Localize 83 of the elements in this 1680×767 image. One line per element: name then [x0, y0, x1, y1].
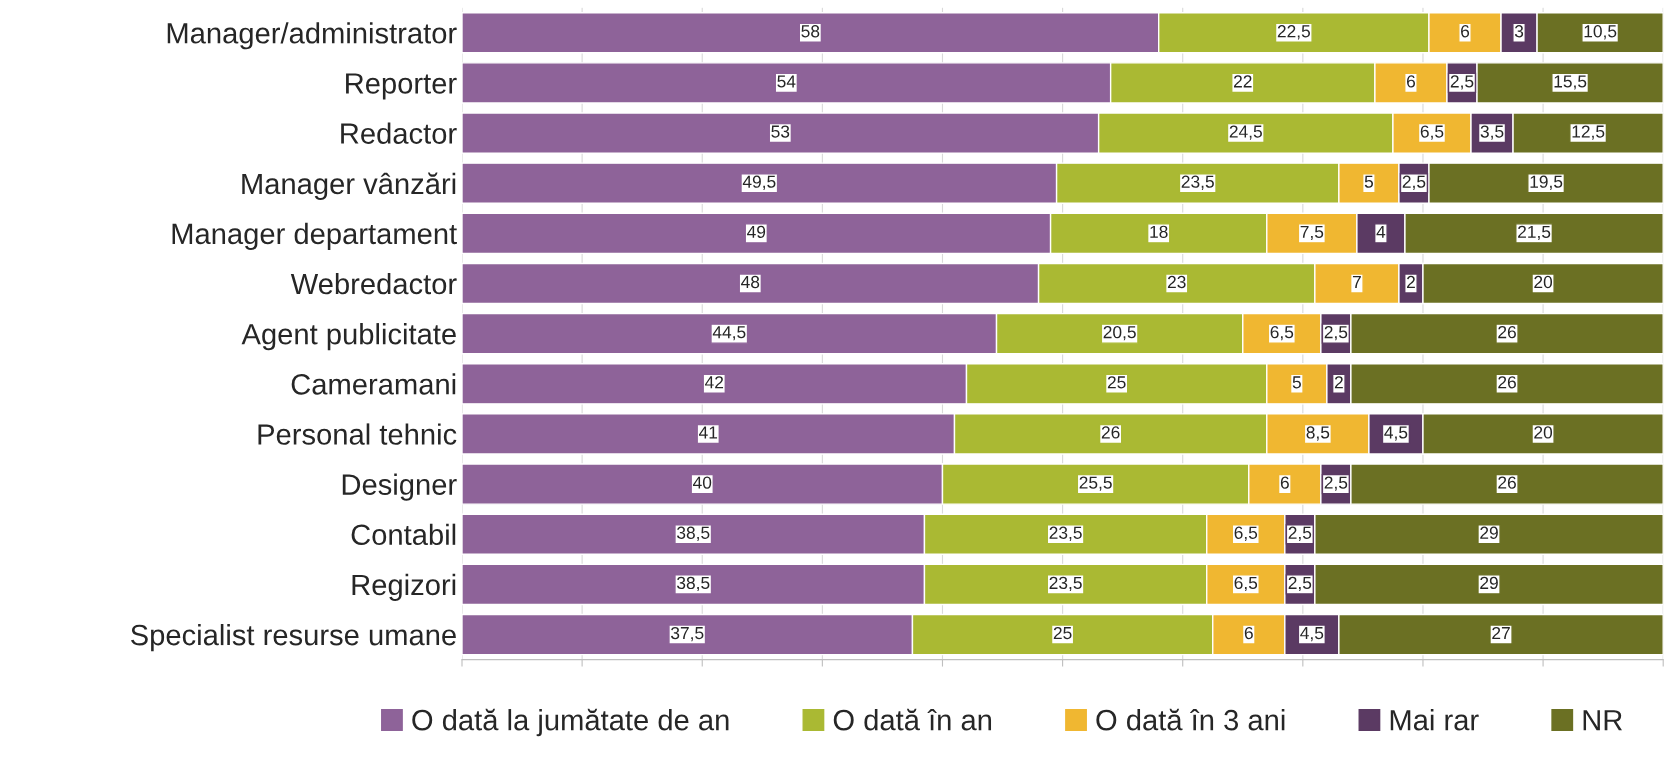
y-tick-label: Designer	[342, 473, 457, 501]
data-label: 6,5	[1420, 125, 1444, 140]
y-tick-label: Manager vânzări	[242, 172, 456, 200]
y-tick-label: Manager departament	[172, 222, 457, 250]
series-label: O dată la jumătate de an	[412, 708, 729, 737]
data-label: 4,5	[1300, 627, 1324, 642]
y-tick-label: Specialist resurse umane	[131, 623, 456, 652]
data-label: 2,5	[1324, 326, 1348, 341]
data-label: 48	[741, 275, 760, 289]
data-label: 23,5	[1181, 175, 1214, 190]
data-label: 18	[1150, 225, 1168, 239]
data-label: 12,5	[1572, 125, 1605, 140]
legend-label: O dată în an	[833, 708, 992, 731]
y-tick-label: Redactor	[341, 122, 457, 144]
data-label: 26	[1498, 476, 1516, 489]
data-label: 2,5	[1324, 476, 1348, 491]
data-label: 25,5	[1079, 476, 1112, 491]
data-label: 22	[1234, 75, 1252, 88]
data-label: 25	[1053, 626, 1072, 640]
data-label: 5	[1364, 175, 1374, 188]
data-label: 6	[1244, 626, 1253, 640]
data-label: 2,5	[1288, 576, 1312, 592]
data-label: 2,5	[1450, 75, 1474, 90]
data-label: 49	[747, 225, 766, 239]
data-label: 7,5	[1300, 225, 1324, 241]
data-label: 23,5	[1049, 526, 1082, 541]
data-label: 29	[1480, 526, 1498, 539]
data-label: 26	[1498, 326, 1516, 339]
y-tick-label: Cameramani	[291, 373, 456, 395]
y-tick-label: Webredactor	[290, 272, 457, 295]
data-label: 6	[1461, 25, 1470, 38]
data-label: 53	[771, 125, 790, 138]
data-label: 2	[1334, 376, 1343, 389]
data-label: 22,5	[1277, 25, 1310, 40]
data-label: 2,5	[1288, 526, 1312, 541]
data-label: 2,5	[1402, 175, 1426, 190]
data-label: 6	[1280, 476, 1289, 489]
data-label: 8,5	[1306, 426, 1330, 441]
data-label: 20,5	[1103, 326, 1136, 341]
data-label: 37,5	[670, 626, 704, 642]
y-tick-label: Contabil	[351, 523, 456, 546]
data-label: 15,5	[1554, 75, 1587, 90]
y-tick-label: Reporter	[346, 73, 457, 100]
data-label: 49,5	[742, 175, 776, 190]
data-label: 4	[1376, 225, 1386, 238]
legend-label: O dată în 3 ani	[1096, 708, 1285, 731]
data-label: 29	[1480, 576, 1498, 590]
data-label: 41	[698, 426, 718, 439]
data-label: 4,5	[1384, 426, 1408, 441]
data-label: 44,5	[712, 326, 746, 341]
data-label: 25	[1107, 376, 1126, 389]
data-label: 6	[1407, 75, 1416, 88]
data-label: 20	[1534, 275, 1553, 289]
data-label: 38,5	[677, 526, 710, 541]
data-label: 6,5	[1234, 526, 1258, 541]
data-label: 3	[1514, 25, 1524, 38]
data-label: 26	[1101, 426, 1120, 439]
data-label: 26	[1498, 376, 1516, 389]
data-label: 5	[1292, 376, 1301, 389]
data-label: 27	[1492, 626, 1510, 640]
y-tick-label: Personal tehnic	[258, 423, 457, 445]
data-label: 24,5	[1229, 125, 1262, 140]
data-label: 38,5	[677, 576, 710, 592]
data-label: 21,5	[1518, 225, 1551, 241]
data-label: 2	[1406, 275, 1415, 288]
data-label: 40	[692, 476, 712, 489]
data-label: 58	[801, 25, 820, 38]
data-label: 20	[1534, 426, 1553, 439]
data-label: 42	[705, 376, 724, 389]
legend-label: Mai rar	[1390, 709, 1479, 731]
data-label: 6,5	[1234, 576, 1258, 592]
y-tick-label: Agent publicitate	[241, 323, 456, 351]
data-label: 7	[1352, 276, 1361, 288]
data-label: 23,5	[1049, 576, 1082, 592]
legend-label: NR	[1583, 710, 1622, 731]
y-tick-label: Regizori	[352, 573, 456, 602]
data-label: 10,5	[1584, 25, 1617, 40]
data-label: 19,5	[1530, 175, 1563, 190]
data-label: 6,5	[1270, 326, 1294, 341]
data-label: 3,5	[1480, 125, 1504, 140]
data-label: 23	[1167, 275, 1186, 289]
data-label: 54	[777, 75, 796, 88]
y-tick-label: Manager/administrator	[167, 22, 457, 50]
